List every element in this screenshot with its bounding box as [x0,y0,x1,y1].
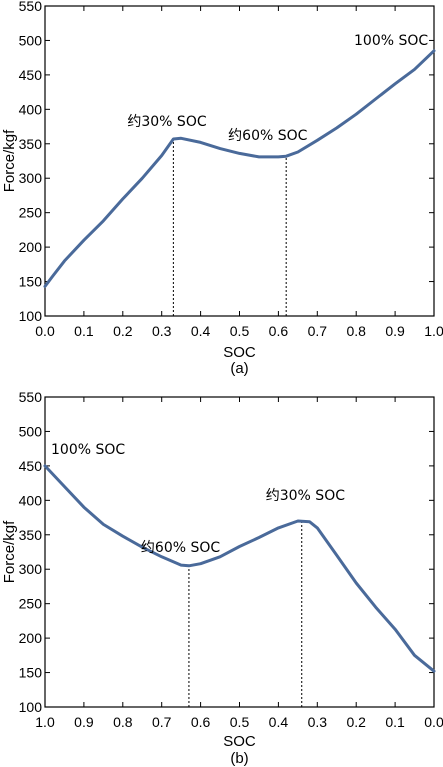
y-tick-label: 400 [19,101,43,117]
chart-panel-b: 100 150 200 250 300 350 400 450 500 550 1.0 0.9 0.8 0… [1,389,443,767]
annotation-label: 100% SOC [354,33,428,49]
annotation-label: 100% SOC [51,442,125,458]
force-curve [43,464,436,673]
y-tick-label: 500 [19,423,43,439]
x-tick-label: 0.1 [74,323,94,339]
x-tick-label: 0.5 [230,323,250,339]
y-axis-label: Force/kgf [1,520,18,583]
chart-panel-a: 100 150 200 250 300 350 400 450 500 550 0.0 0.1 0.2 0… [1,0,443,377]
x-tick-label: 0.4 [269,714,289,730]
x-axis-label: SOC [223,344,256,361]
x-tick-label: 0.7 [152,714,172,730]
x-tick-label: 0.7 [308,323,328,339]
x-tick-label: 0.4 [191,323,211,339]
x-tick-label: 1.0 [424,323,443,339]
y-tick-label: 300 [19,170,43,186]
y-tick-label: 200 [19,630,43,646]
panel-label: (b) [230,750,248,767]
y-tick-label: 450 [19,458,43,474]
panel-label: (a) [230,360,248,377]
x-tick-label: 0.8 [346,323,366,339]
y-tick-label: 450 [19,67,43,83]
y-tick-label: 500 [19,32,43,48]
y-tick-label: 350 [19,136,43,152]
plot-frame-a [44,5,435,317]
annotation-label: 约60% SOC [228,128,307,144]
y-tick-label: 250 [19,205,43,221]
force-curve [43,49,436,288]
y-tick-label: 200 [19,239,43,255]
y-tick-label: 550 [19,0,43,14]
x-tick-label: 0.0 [35,323,55,339]
x-tick-label: 0.2 [346,714,366,730]
x-tick-label: 0.0 [424,714,443,730]
x-tick-label: 0.9 [385,323,405,339]
y-tick-label: 400 [19,492,43,508]
y-tick-label: 350 [19,527,43,543]
annotation-label: 约60% SOC [141,540,220,556]
y-tick-label: 100 [19,699,43,715]
x-tick-label: 0.5 [230,714,250,730]
x-tick-label: 0.1 [385,714,405,730]
x-tick-label: 0.3 [152,323,172,339]
x-tick-label: 0.9 [74,714,94,730]
y-axis-label: Force/kgf [1,129,18,192]
x-axis-label: SOC [223,733,256,750]
y-tick-label: 550 [19,389,43,405]
y-tick-label: 150 [19,274,43,290]
x-tick-label: 0.2 [113,323,133,339]
x-tick-label: 0.6 [269,323,289,339]
x-tick-label: 0.8 [113,714,133,730]
x-tick-label: 1.0 [35,714,55,730]
annotation-label: 约30% SOC [266,488,345,504]
annotation-label: 约30% SOC [127,114,206,130]
x-tick-label: 0.3 [308,714,328,730]
y-tick-label: 100 [19,308,43,324]
y-tick-label: 150 [19,665,43,681]
x-tick-label: 0.6 [191,714,211,730]
y-tick-label: 250 [19,596,43,612]
y-tick-label: 300 [19,561,43,577]
